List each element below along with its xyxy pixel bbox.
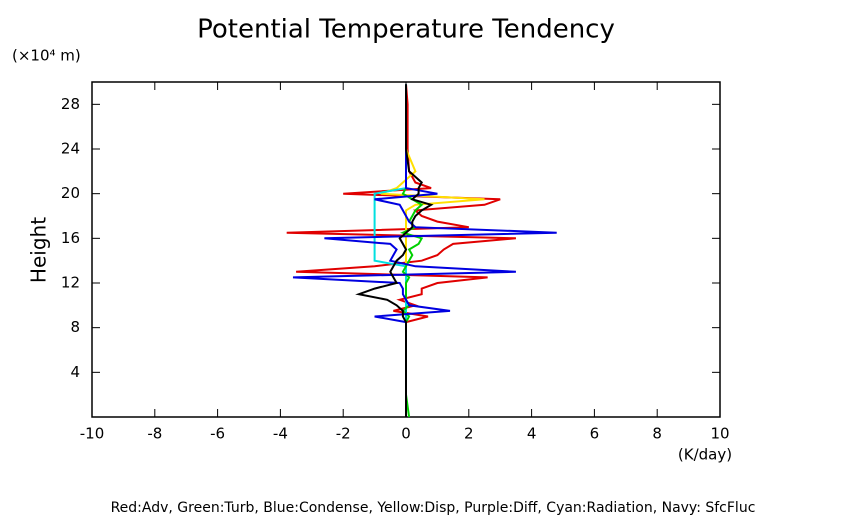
y-tick-label: 12: [61, 274, 80, 292]
y-axis-label: Height: [27, 217, 51, 283]
x-tick-label: 2: [464, 425, 474, 443]
y-tick-label: 24: [61, 140, 80, 158]
chart-title: Potential Temperature Tendency: [197, 15, 615, 45]
y-tick-label: 20: [61, 184, 80, 202]
series-line: [355, 84, 434, 417]
x-tick-label: -4: [273, 425, 288, 443]
x-tick-label: 6: [590, 425, 600, 443]
y-tick-label: 16: [61, 229, 80, 247]
x-tick-label: -6: [210, 425, 225, 443]
caption: Red:Adv, Green:Turb, Blue:Condense, Yell…: [111, 500, 756, 516]
series-line: [286, 84, 516, 417]
series-line: [373, 84, 407, 417]
x-tick-label: 8: [652, 425, 662, 443]
y-tick-label: 8: [70, 318, 80, 336]
x-tick-label: 0: [401, 425, 411, 443]
x-tick-label: 10: [710, 425, 729, 443]
y-tick-label: 28: [61, 95, 80, 113]
y-unit: (×10⁴ m): [12, 47, 81, 65]
x-tick-label: -10: [80, 425, 105, 443]
x-unit: (K/day): [678, 446, 732, 464]
series-line: [292, 84, 557, 417]
x-tick-label: -2: [336, 425, 351, 443]
y-tick-label: 4: [70, 363, 80, 381]
x-tick-label: 4: [527, 425, 537, 443]
x-tick-label: -8: [147, 425, 162, 443]
